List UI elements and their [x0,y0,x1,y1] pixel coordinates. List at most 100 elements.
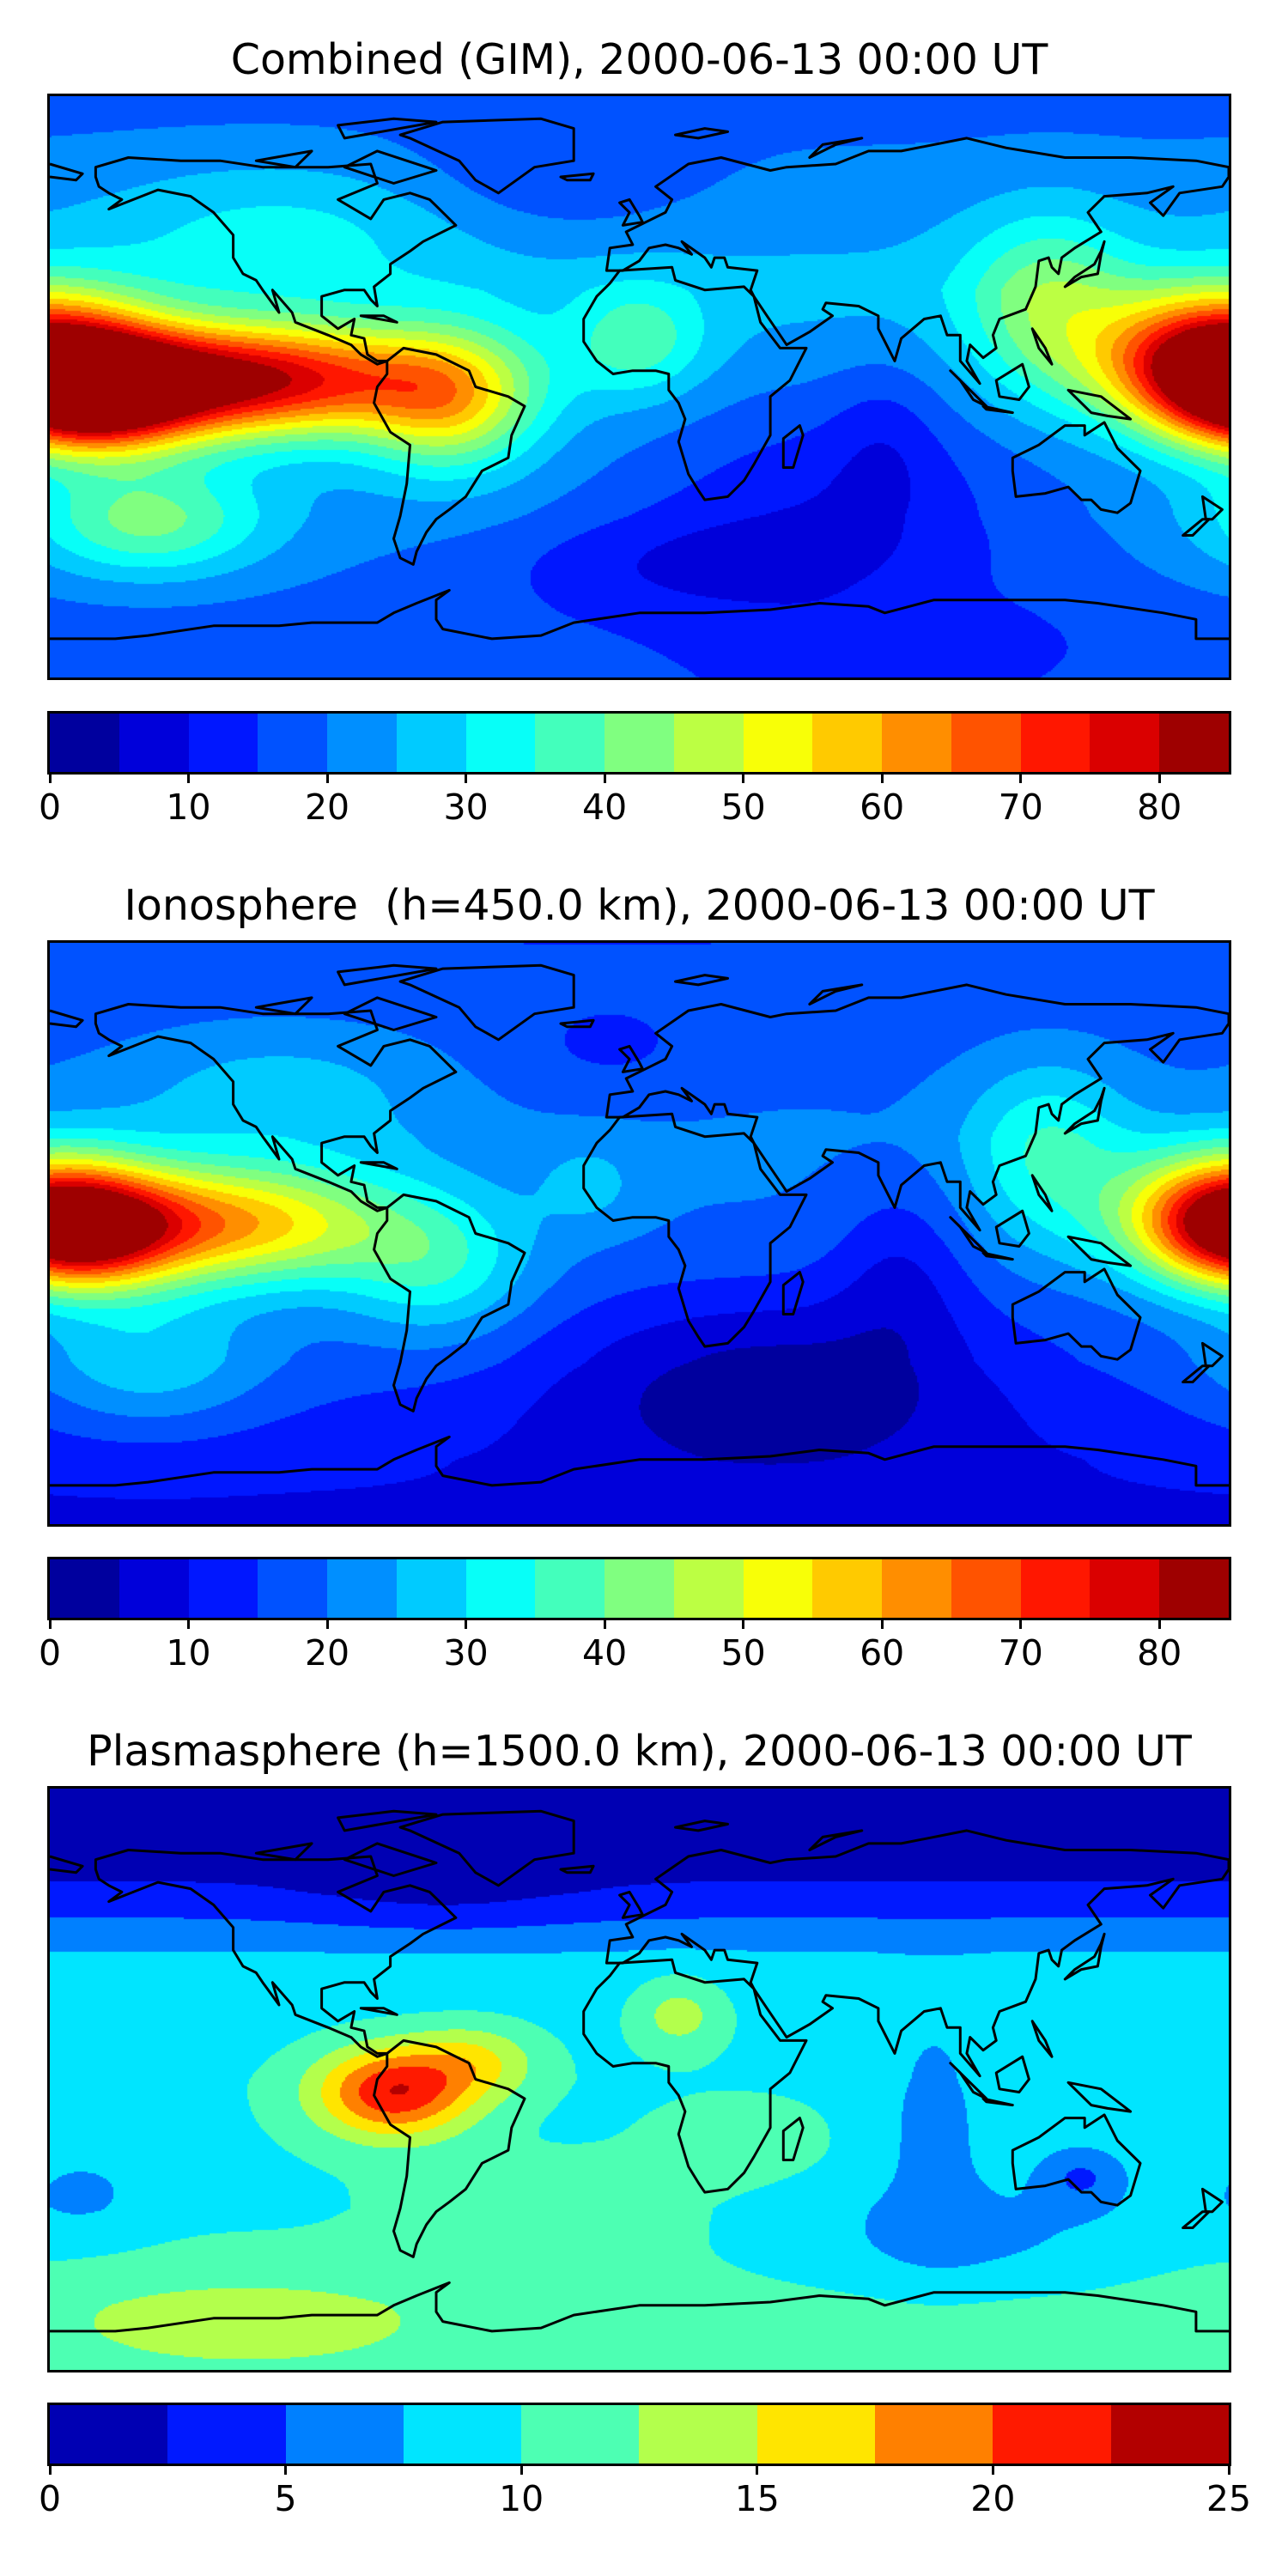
colorbar-band-1 [118,1559,189,1618]
colorbar-tick [1019,1618,1023,1629]
coastline-java [981,404,1014,415]
coastline-iceland [559,1864,595,1874]
coastline-new-zealand-south [1182,1364,1211,1383]
colorbar-band-11 [812,714,883,772]
contour-field [50,943,1229,1524]
colorbar-band-2 [188,1559,258,1618]
colorbar-band-2 [188,714,258,772]
colorbar-band-6 [756,2405,876,2464]
colorbar-band-12 [882,714,951,772]
coastline-greenland [398,117,575,195]
coastline-greenland [398,1809,575,1887]
colorbar-band-4 [521,2405,640,2464]
colorbar-tick [284,2464,288,2475]
colorbar-tick-label: 10 [499,2478,544,2519]
panel-title-combined: Combined (GIM), 2000-06-13 00:00 UT [230,35,1048,84]
coastline-australia [1011,2113,1142,2207]
colorbar-band-0 [50,1559,119,1618]
colorbar-band-8 [605,714,674,772]
coastline-cuba [359,1161,398,1170]
contour-field [50,96,1229,677]
colorbar-band-5 [396,1559,466,1618]
colorbar-tick [1019,772,1023,783]
colorbar-tick-label: 40 [582,1632,628,1674]
coastline-north-america [94,156,458,366]
coastline-svalbard [674,974,729,987]
colorbar-tick-label: 70 [998,787,1043,828]
colorbar-tick-label: 60 [860,1632,905,1674]
colorbar-band-13 [951,714,1021,772]
coastline-japan [1063,1086,1106,1135]
coastlines [50,963,1229,1487]
coastline-great-britain [618,197,644,227]
colorbar-band-9 [1110,2405,1229,2464]
contour-field [50,1789,1229,2370]
coastline-antarctica [50,2281,1229,2333]
coastline-victoria-island [254,149,313,169]
coastline-sumatra [949,2062,988,2100]
coastline-baffin-island [343,1842,438,1877]
coastline-svalbard [674,127,729,140]
coastline-novaya-zemlya [808,1829,864,1851]
coastline-java [981,1251,1014,1261]
colorbar-band-1 [167,2405,286,2464]
colorbar-band-0 [50,2405,168,2464]
colorbar-band-10 [743,1559,813,1618]
colorbar-band-4 [327,1559,397,1618]
colorbar-band-3 [403,2405,522,2464]
coastline-new-zealand-north [1201,1341,1224,1368]
coastline-java [981,2097,1014,2107]
colorbar-ionosphere [47,1557,1231,1620]
coastline-victoria-island [254,996,313,1016]
colorbar-band-11 [812,1559,883,1618]
coastline-new-guinea [1066,1235,1133,1267]
coastline-new-zealand-north [1201,2187,1224,2214]
colorbar-tick [880,772,884,783]
colorbar-tick [465,1618,468,1629]
coastline-iceland [559,1018,595,1029]
colorbar-band-14 [1020,714,1091,772]
panel-title-ionosphere: Ionosphere (h=450.0 km), 2000-06-13 00:0… [124,881,1155,930]
coastline-borneo [994,2055,1030,2093]
colorbar-combined [47,711,1231,775]
colorbar-ticks-plasmasphere: 0 5 10 15 20 25 [39,2464,1251,2532]
colorbar-tick-label: 80 [1137,787,1182,828]
colorbar-band-1 [118,714,189,772]
coastline-ellesmere-island [337,1809,438,1832]
colorbar-band-9 [673,1559,744,1618]
colorbar-band-7 [875,2405,993,2464]
colorbar-tick [742,1618,745,1629]
coastline-philippines [1030,2020,1054,2058]
colorbar-tick [742,772,745,783]
coastline-cuba [359,314,398,324]
colorbar-band-15 [1090,714,1160,772]
coastline-eurasia [605,983,1229,1232]
colorbar-tick [465,772,468,783]
map-plasmasphere [47,1786,1231,2372]
coastline-antarctica [50,588,1229,641]
colorbar-tick-label: 15 [734,2478,780,2519]
coastline-new-zealand-south [1182,2210,1211,2229]
coastline-new-zealand-south [1182,518,1211,537]
colorbar-ticks-combined: 0 10 20 30 40 50 60 70 80 [39,772,1229,841]
colorbar-band-7 [535,714,605,772]
colorbar-tick-label: 20 [304,787,350,828]
colorbar-band-9 [673,714,744,772]
coastline-ellesmere-island [337,117,438,140]
colorbar-band-6 [465,1559,536,1618]
colorbar-band-5 [396,714,466,772]
colorbar-tick [1157,1618,1161,1629]
coastline-chukotka [50,162,84,182]
colorbar-band-16 [1159,1559,1230,1618]
coastline-novaya-zemlya [808,983,864,1005]
coastlines [50,1809,1229,2333]
colorbar-tick-label: 30 [443,1632,489,1674]
colorbar-band-8 [993,2405,1111,2464]
colorbar-tick-label: 30 [443,787,489,828]
colorbar-band-14 [1020,1559,1091,1618]
colorbar-band-6 [465,714,536,772]
colorbar-tick-label: 50 [720,787,766,828]
colorbar-tick-label: 0 [38,1632,62,1674]
coastline-australia [1011,1267,1142,1361]
coastline-victoria-island [254,1842,313,1862]
